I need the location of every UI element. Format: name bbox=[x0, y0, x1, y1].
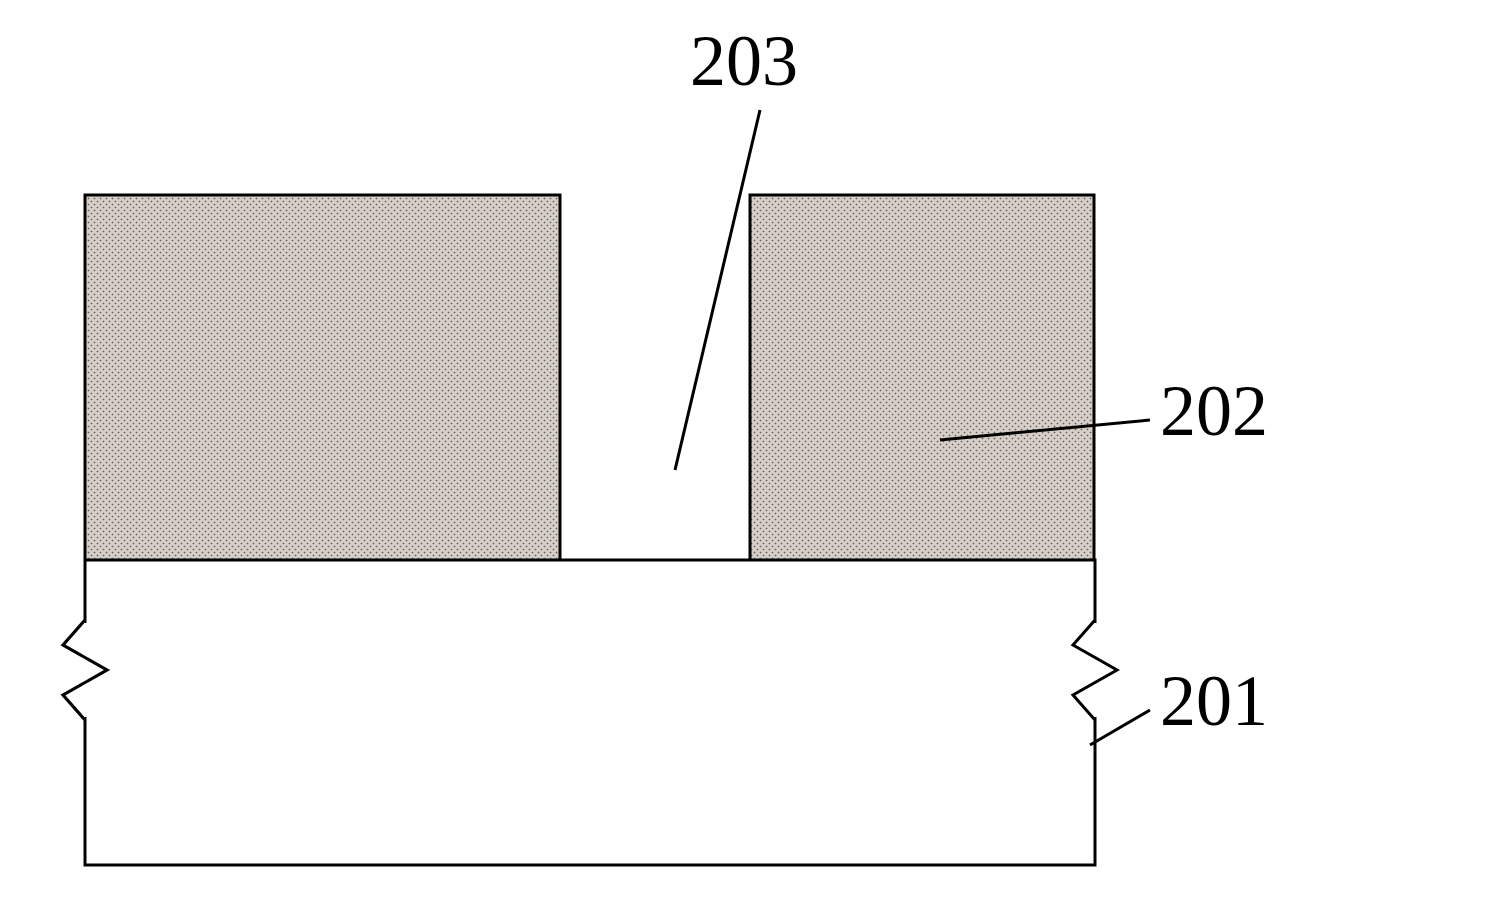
block-right-202 bbox=[750, 195, 1094, 560]
substrate-201 bbox=[85, 560, 1095, 865]
block-left-202 bbox=[85, 195, 560, 560]
leader-203 bbox=[675, 110, 760, 470]
label-202: 202 bbox=[1160, 370, 1268, 453]
diagram-container: 203 202 201 bbox=[60, 20, 1460, 900]
label-203: 203 bbox=[690, 20, 798, 103]
diagram-svg bbox=[60, 20, 1460, 900]
label-201: 201 bbox=[1160, 660, 1268, 743]
